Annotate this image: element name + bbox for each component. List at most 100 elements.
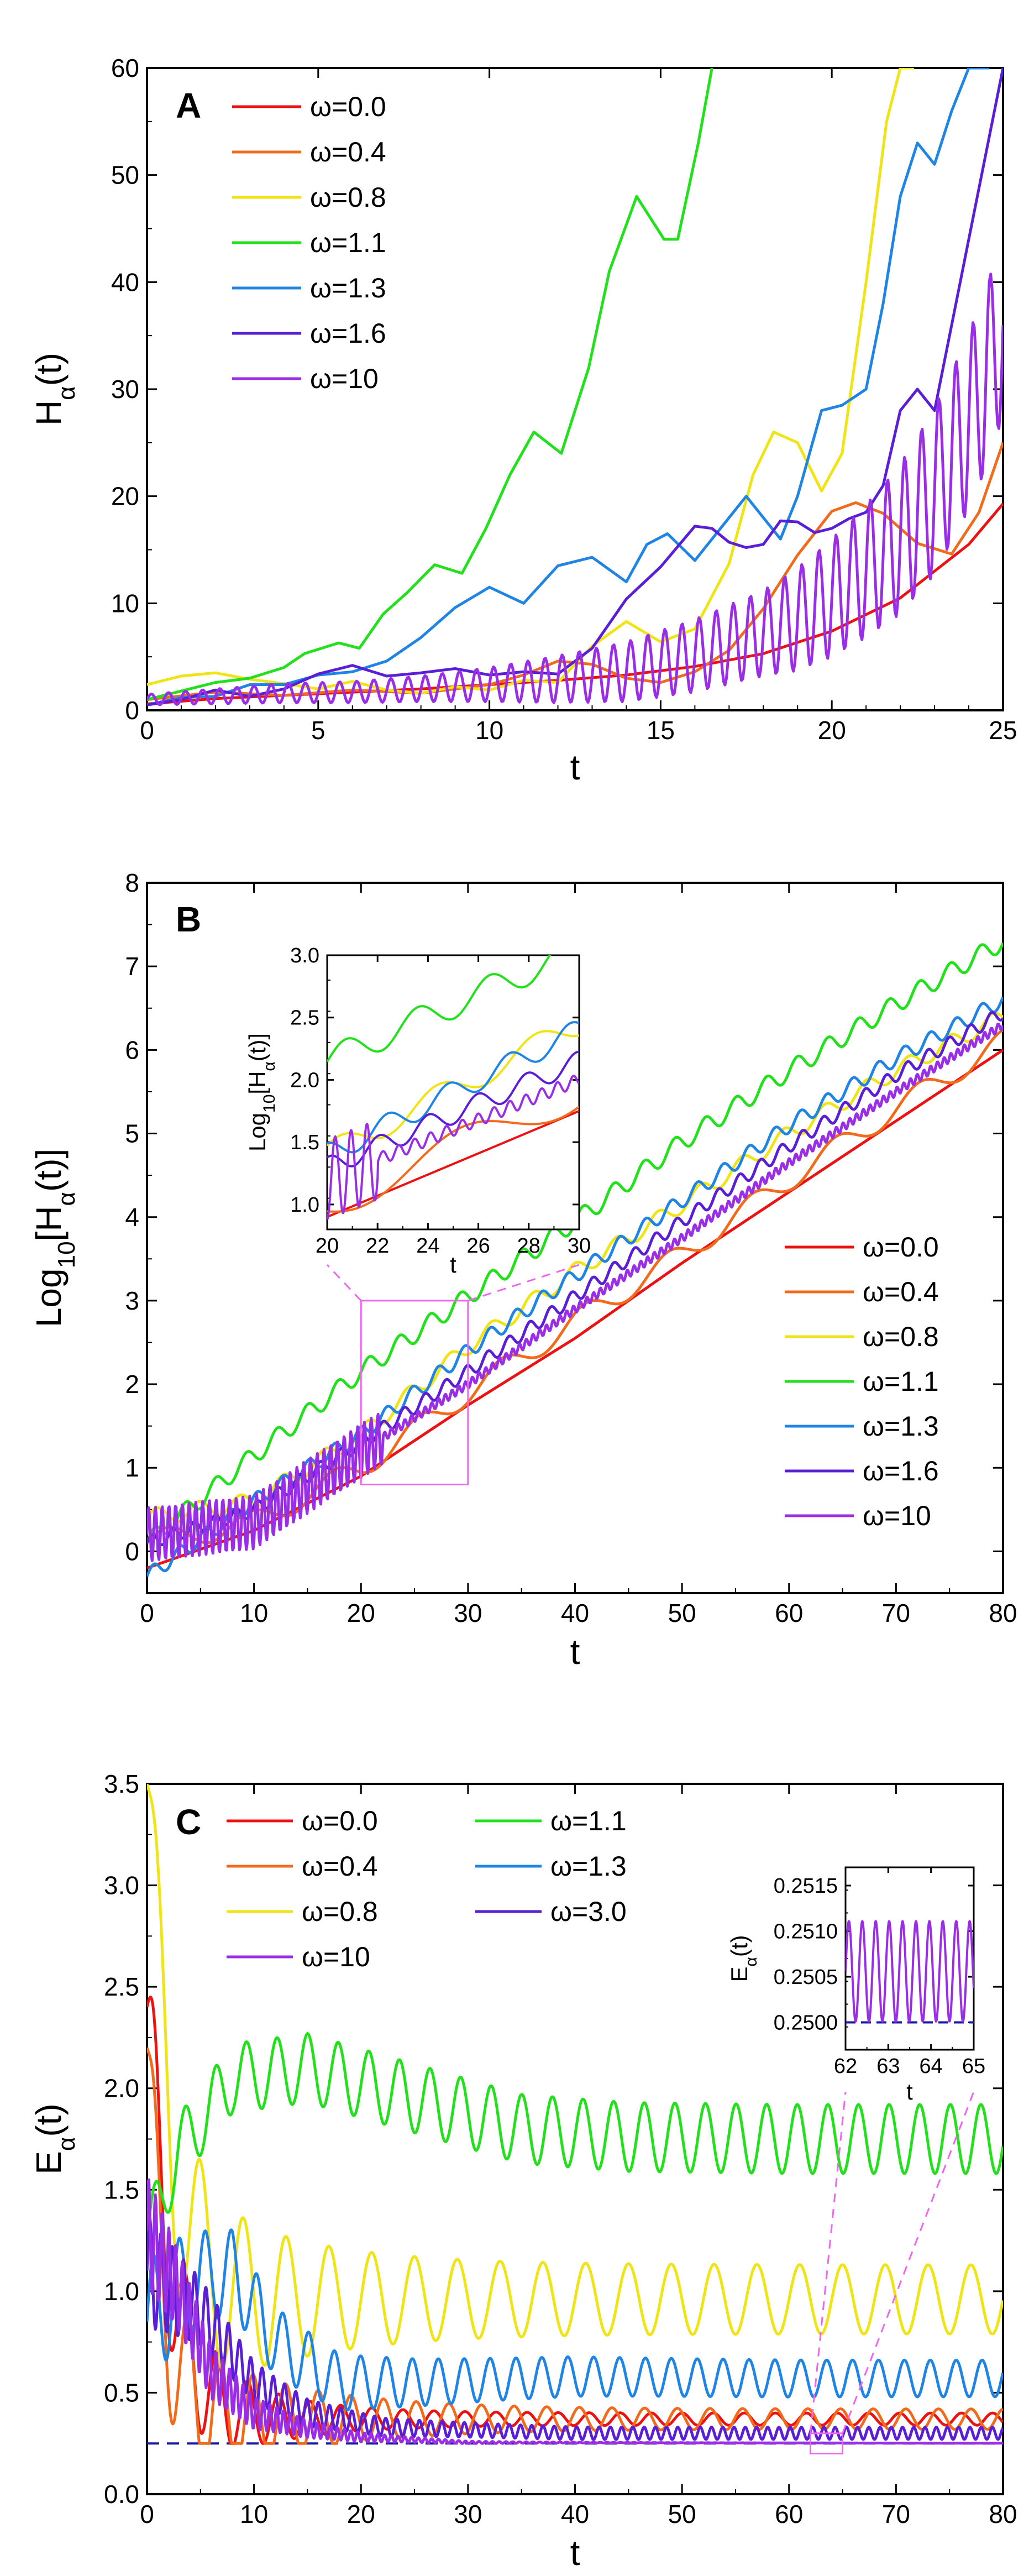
inset-x-axis-label: t (450, 1252, 456, 1277)
y-tick-label: 0.2515 (774, 1875, 838, 1898)
legend-label: ω=10 (302, 1941, 370, 1972)
y-axis-label-part: E (726, 1966, 752, 1982)
legend-label: ω=1.1 (863, 1366, 939, 1397)
series-group (147, 1784, 1003, 2445)
inset-series-line-6 (327, 1075, 579, 1220)
y-tick-label: 5 (125, 1119, 139, 1148)
x-tick-label: 50 (668, 2500, 696, 2528)
series-line-6 (147, 1022, 1003, 1562)
x-tick-label: 70 (882, 1599, 910, 1627)
x-tick-label: 22 (366, 1234, 389, 1258)
x-axis-label: t (570, 2533, 580, 2573)
legend-label: ω=10 (863, 1500, 931, 1531)
series-line-6 (147, 273, 1003, 706)
series-line-0 (147, 1049, 1003, 1569)
y-tick-label: 0.5 (104, 2378, 139, 2407)
inset-series-line-0 (327, 1109, 579, 1218)
panel-label: B (176, 899, 201, 939)
x-tick-label: 20 (347, 1599, 375, 1627)
y-tick-label: 1.0 (104, 2277, 139, 2306)
y-axis-label-part: 10 (53, 1241, 80, 1268)
x-tick-label: 50 (668, 1599, 696, 1627)
x-tick-label: 10 (240, 2500, 268, 2528)
y-axis-label-part: α (742, 1957, 760, 1966)
legend-label: ω=0.4 (310, 137, 386, 167)
series-group (147, 942, 1003, 1577)
legend-label: ω=1.3 (863, 1411, 939, 1442)
plot-frame (146, 67, 1004, 711)
panel-label: A (176, 86, 201, 125)
y-axis-label: Log10[Hα(t)] (244, 1033, 279, 1151)
y-axis-label-part: α (260, 1061, 279, 1071)
x-tick-label: 0 (140, 2500, 154, 2528)
inset-series-group (846, 1920, 974, 2024)
y-tick-label: 0 (125, 696, 139, 725)
x-tick-label: 65 (962, 2055, 985, 2078)
y-tick-label: 1.5 (290, 1131, 319, 1154)
y-axis-label-part: α (53, 386, 80, 400)
y-tick-label: 8 (125, 868, 139, 897)
y-tick-label: 1 (125, 1453, 139, 1482)
y-tick-label: 50 (111, 161, 139, 190)
zoom-connector (809, 2091, 847, 2434)
x-axis-label: t (570, 747, 580, 787)
y-tick-label: 0.2510 (774, 1920, 838, 1944)
y-axis-label-part: 10 (260, 1095, 279, 1113)
y-axis-label-part: (t) (726, 1935, 752, 1957)
y-axis-label-part: α (53, 1192, 80, 1206)
x-tick-label: 40 (561, 1599, 589, 1627)
inset-background (327, 955, 579, 1229)
x-tick-label: 15 (647, 716, 675, 745)
series-line-6 (147, 2178, 1003, 2445)
x-tick-label: 10 (475, 716, 503, 745)
legend-label: ω=0.4 (302, 1851, 378, 1882)
x-tick-label: 64 (920, 2055, 943, 2078)
x-tick-label: 20 (818, 716, 846, 745)
series-line-4 (147, 2228, 1003, 2412)
y-tick-label: 3.5 (104, 1769, 139, 1798)
y-tick-label: 2.0 (290, 1069, 319, 1092)
legend-label: ω=1.3 (310, 273, 386, 303)
legend-label: ω=0.8 (310, 182, 386, 213)
series-line-0 (147, 1996, 1003, 2445)
y-tick-label: 40 (111, 268, 139, 296)
y-tick-label: 7 (125, 952, 139, 981)
y-axis-label-part: α (53, 2137, 80, 2151)
y-tick-label: 3 (125, 1286, 139, 1315)
x-tick-label: 40 (561, 2500, 589, 2528)
y-tick-label: 6 (125, 1035, 139, 1064)
x-tick-label: 25 (989, 716, 1017, 745)
legend-label: ω=1.6 (310, 318, 386, 349)
y-axis-label-part: (t)] (29, 1149, 69, 1192)
legend-label: ω=10 (310, 363, 379, 394)
x-tick-label: 30 (454, 2500, 482, 2528)
panel-a: 0 5 10 15 20 25 0 10 20 30 40 50 60 A ω=0.0 ω=0.4 ω=0.8 ω… (29, 54, 1017, 787)
y-axis-label-part: Log (244, 1113, 270, 1151)
series-line-4 (147, 68, 990, 706)
y-axis-label-part: E (29, 2151, 69, 2175)
series-line-5 (147, 2217, 1003, 2441)
y-tick-label: 0.0 (104, 2480, 139, 2509)
x-axis-label: t (570, 1632, 580, 1672)
y-tick-label: 2 (125, 1370, 139, 1399)
x-tick-label: 20 (316, 1234, 339, 1258)
y-tick-label: 10 (111, 589, 139, 617)
y-axis-label: Log10[Hα(t)] (29, 1149, 80, 1327)
series-line-5 (147, 68, 1003, 706)
y-tick-label: 30 (111, 375, 139, 404)
y-axis-label-part: Log (29, 1268, 69, 1327)
x-tick-label: 26 (466, 1234, 490, 1258)
x-tick-label: 70 (882, 2500, 910, 2528)
y-tick-label: 1.0 (290, 1193, 319, 1217)
y-tick-label: 60 (111, 54, 139, 82)
x-tick-label: 28 (517, 1234, 540, 1258)
inset: 20 22 24 26 28 30 1.0 1.5 2.0 2.5 3.0 t Log10[Hα(t)] (244, 944, 591, 1277)
x-tick-label: 30 (454, 1599, 482, 1627)
legend-label: ω=0.0 (863, 1232, 939, 1263)
x-tick-label: 24 (416, 1234, 439, 1258)
panel-label: C (176, 1802, 201, 1842)
series-line-3 (147, 68, 713, 701)
inset-series-line-1 (327, 1106, 579, 1213)
y-tick-label: 2.0 (104, 2074, 139, 2103)
